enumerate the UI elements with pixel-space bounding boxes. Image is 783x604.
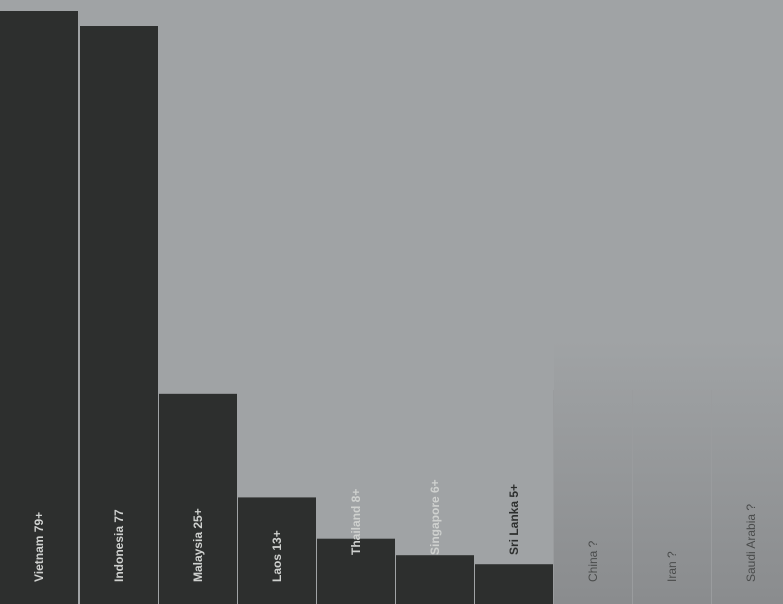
bar-malaysia xyxy=(159,393,237,604)
bar-label-sri-lanka: Sri Lanka 5+ xyxy=(507,484,521,555)
unknown-region xyxy=(554,340,783,604)
bar-indonesia xyxy=(80,26,158,604)
bar-sri-lanka xyxy=(475,564,553,604)
bar-label-vietnam: Vietnam 79+ xyxy=(32,512,46,582)
bar-thailand xyxy=(317,538,395,604)
labels-group: Vietnam 79+ Indonesia 77 Malaysia 25+ Laos … xyxy=(32,479,758,582)
bar-label-laos: Laos 13+ xyxy=(270,530,284,582)
bar-singapore xyxy=(396,555,474,604)
bar-label-china: China ? xyxy=(586,540,600,582)
bars-group xyxy=(0,11,712,604)
bar-laos xyxy=(238,497,316,604)
bar-label-malaysia: Malaysia 25+ xyxy=(191,508,205,582)
bar-vietnam xyxy=(0,11,78,604)
bar-label-saudi-arabia: Saudi Arabia ? xyxy=(744,504,758,582)
bar-label-thailand: Thailand 8+ xyxy=(349,489,363,555)
bar-label-singapore: Singapore 6+ xyxy=(428,479,442,555)
bar-label-indonesia: Indonesia 77 xyxy=(112,509,126,582)
bar-label-iran: Iran ? xyxy=(665,551,679,582)
